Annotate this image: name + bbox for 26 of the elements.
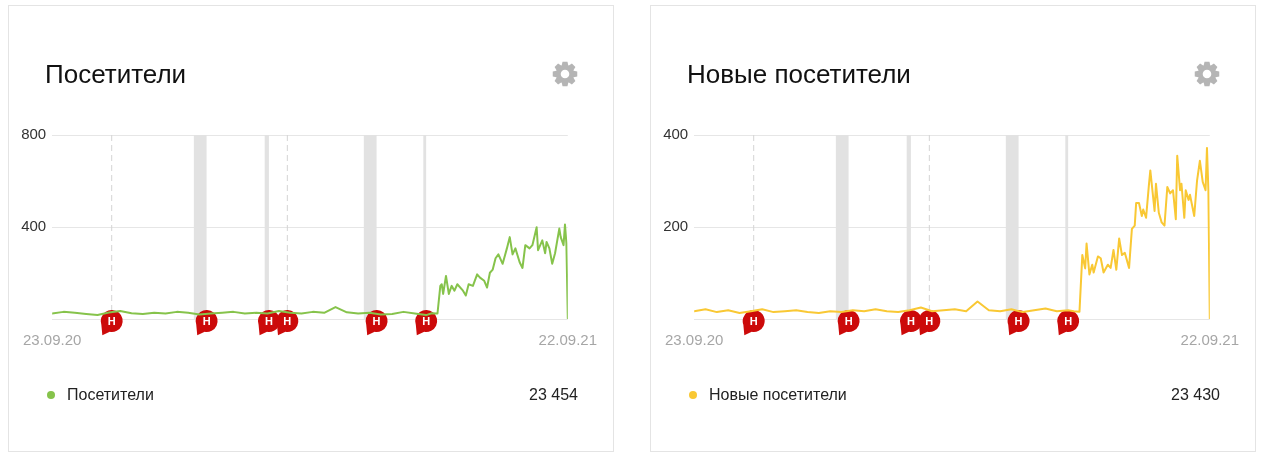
band-label: Н bbox=[372, 314, 381, 327]
y-tick-label: 400 bbox=[21, 217, 47, 235]
text: 23 454 bbox=[529, 386, 578, 404]
band-label: Н bbox=[906, 314, 915, 327]
x-tick-label: 23.09.20 bbox=[23, 331, 82, 349]
ref-line-label: Н bbox=[925, 314, 934, 327]
x-tick-label: 22.09.21 bbox=[538, 331, 597, 349]
text: 23 430 bbox=[1171, 386, 1220, 404]
band-label: Н bbox=[264, 314, 273, 327]
chart-title: Новые посетители bbox=[687, 58, 911, 91]
band-label: Н bbox=[422, 314, 431, 327]
y-tick-label: 400 bbox=[663, 125, 689, 143]
band-label: Н bbox=[202, 314, 211, 327]
band-label: Н bbox=[1064, 314, 1073, 327]
legend-label: Новые посетители bbox=[709, 386, 847, 404]
legend-label: Посетители bbox=[67, 386, 154, 404]
band-label: Н bbox=[1014, 314, 1023, 327]
ref-line-label: Н bbox=[749, 314, 758, 327]
x-tick-label: 22.09.21 bbox=[1180, 331, 1239, 349]
y-tick-label: 800 bbox=[21, 125, 47, 143]
chart-title: Посетители bbox=[45, 58, 187, 91]
ref-line-label: Н bbox=[107, 314, 116, 327]
ref-line-label: Н bbox=[283, 314, 292, 327]
band-label: Н bbox=[844, 314, 853, 327]
y-tick-label: 200 bbox=[663, 217, 689, 235]
x-tick-label: 23.09.20 bbox=[665, 331, 724, 349]
